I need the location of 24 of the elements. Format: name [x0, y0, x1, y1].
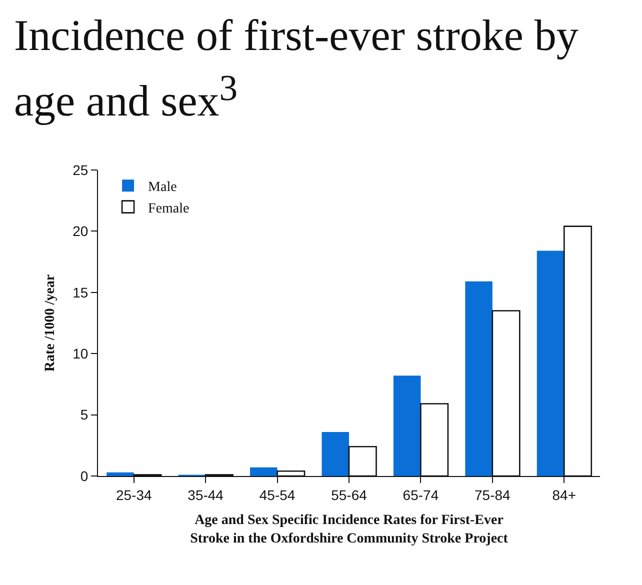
legend-label: Male [148, 180, 177, 196]
x-axis-title: Age and Sex Specific Incidence Rates for First-Ever Stroke in the Oxfordshire Community Stroke Project [190, 513, 508, 546]
x-tick-label: 45-54 [259, 486, 296, 503]
y-tick-label: 20 [72, 223, 88, 240]
bar [465, 281, 492, 476]
bar [322, 432, 349, 476]
x-tick-label: 35-44 [188, 486, 224, 503]
legend-label: Female [148, 201, 190, 216]
x-tick-label: 25-34 [116, 486, 152, 503]
x-tick-label: 84+ [552, 486, 576, 503]
y-tick-label: 0 [80, 468, 88, 484]
y-tick-label: 15 [72, 284, 88, 300]
x-tick-label: 65-74 [402, 486, 439, 503]
bar [393, 376, 421, 476]
y-tick-label: 10 [72, 346, 88, 362]
x-tick-label: 75-84 [474, 486, 511, 503]
bar [106, 472, 134, 476]
x-tick-label: 55-64 [331, 486, 368, 503]
bar [250, 467, 278, 476]
bar [536, 250, 564, 476]
y-axis-title: Rate /1000 /year [43, 274, 58, 372]
y-tick-label: 25 [72, 162, 88, 178]
y-tick-label: 5 [80, 406, 88, 423]
chart-title: Incidence of first-ever stroke by age and sex$^{3}$ [14, 10, 580, 128]
